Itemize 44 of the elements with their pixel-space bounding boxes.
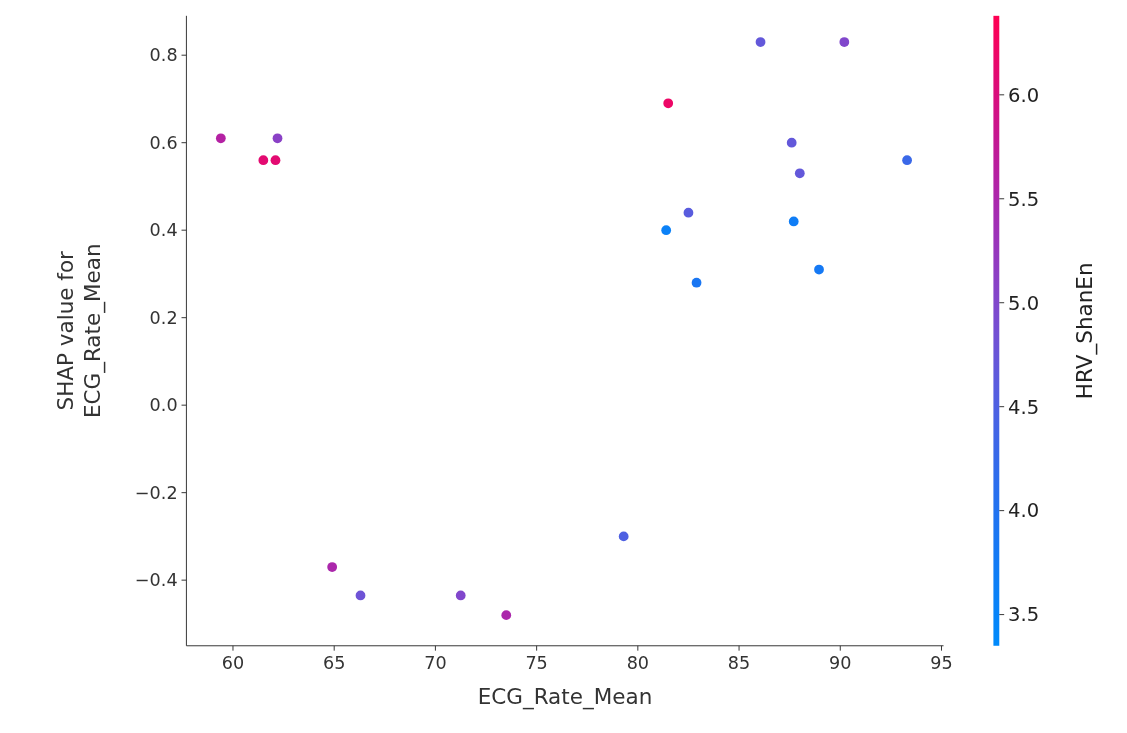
point xyxy=(258,155,269,166)
point xyxy=(814,264,824,275)
x-tick-label: 80 xyxy=(626,653,650,674)
point xyxy=(501,610,512,621)
point xyxy=(663,98,674,109)
y-tick-label: 0.0 xyxy=(149,395,178,416)
color-bar-label: 5.5 xyxy=(1008,187,1040,211)
point xyxy=(788,216,799,227)
point xyxy=(661,225,672,236)
x-tick-label: 85 xyxy=(727,653,751,674)
x-tick-label: 65 xyxy=(323,653,346,674)
y-tick-label: 0.8 xyxy=(149,45,178,66)
color-bar-title: HRV_ShanEn xyxy=(1072,262,1099,400)
color-bar-label: 5.0 xyxy=(1008,291,1040,315)
y-tick-label: 0.6 xyxy=(149,132,178,153)
point xyxy=(270,155,281,166)
y-tick-label: 0.4 xyxy=(149,220,178,241)
point xyxy=(272,133,283,144)
point xyxy=(786,137,797,148)
y-axis-title: SHAP value for ECG_Rate_Mean xyxy=(52,243,107,419)
color-bar-label: 4.0 xyxy=(1008,499,1040,523)
point xyxy=(327,562,338,572)
point xyxy=(691,277,702,288)
x-tick-label: 75 xyxy=(525,653,548,674)
y-tick-label: −0.2 xyxy=(134,482,178,503)
point xyxy=(355,590,366,601)
point xyxy=(794,168,805,179)
x-tick-label: 60 xyxy=(221,653,245,674)
x-tick-label: 90 xyxy=(829,653,852,674)
point xyxy=(215,133,226,144)
point xyxy=(902,155,912,166)
point xyxy=(455,590,466,601)
x-axis-title: ECG_Rate_Mean xyxy=(477,684,653,711)
point xyxy=(755,37,766,47)
x-tick-label: 70 xyxy=(424,653,447,674)
point xyxy=(618,531,629,542)
color-bar-label: 4.5 xyxy=(1008,395,1040,419)
y-tick-label: −0.4 xyxy=(134,570,178,591)
color-bar-label: 3.5 xyxy=(1008,603,1040,627)
point xyxy=(683,207,694,218)
point xyxy=(839,37,850,47)
x-tick-label: 95 xyxy=(930,653,953,674)
color-bar-label: 6.0 xyxy=(1008,83,1040,107)
y-tick-label: 0.2 xyxy=(149,307,178,328)
